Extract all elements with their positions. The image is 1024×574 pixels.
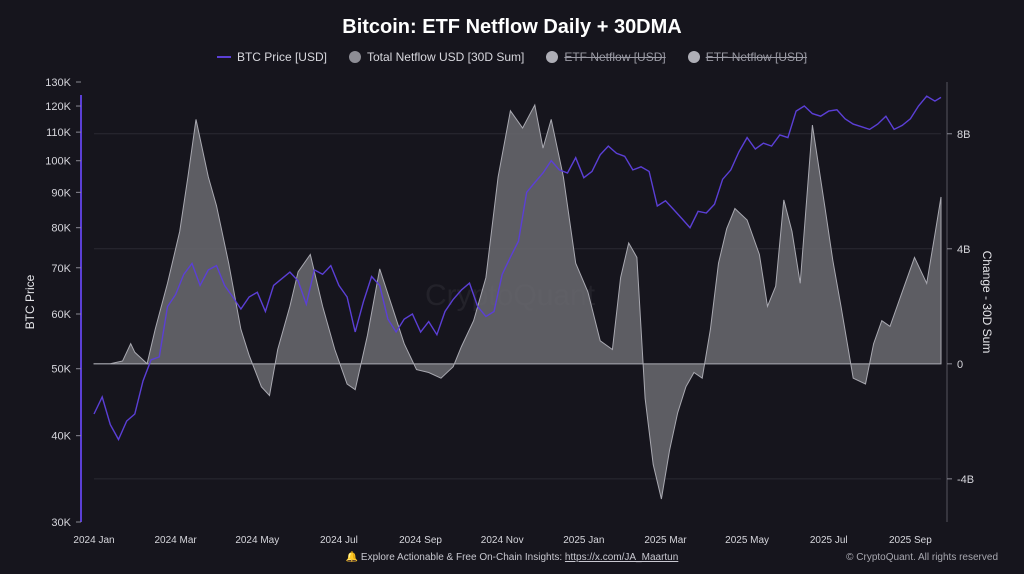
netflow-area-series [93, 103, 942, 500]
right-tick-label: 8B [957, 129, 970, 141]
left-tick-label: 90K [51, 187, 71, 199]
x-tick-label: 2025 Sep [889, 535, 932, 546]
legend: BTC Price [USD] Total Netflow USD [30D S… [0, 50, 1024, 64]
right-axis-title: Change - 30D Sum [980, 251, 994, 354]
legend-label: BTC Price [USD] [236, 50, 327, 64]
right-tick-label: 4B [957, 244, 970, 256]
x-tick-label: 2024 Sep [399, 535, 442, 546]
line-swatch-icon [216, 56, 231, 58]
btc-price-line [93, 95, 942, 442]
left-tick-label: 70K [51, 263, 71, 275]
left-tick-label: 30K [51, 517, 71, 529]
left-tick-label: 60K [51, 309, 71, 321]
chart-title: Bitcoin: ETF Netflow Daily + 30DMA [342, 16, 682, 38]
right-tick-label: 0 [957, 359, 963, 371]
x-tick-label: 2025 Jul [810, 535, 848, 546]
legend-item-etf-netflow-2[interactable]: ETF Netflow [USD] [687, 50, 808, 64]
x-tick-label: 2024 May [235, 535, 279, 546]
left-tick-label: 130K [45, 77, 71, 89]
legend-item-total-netflow[interactable]: Total Netflow USD [30D Sum] [348, 50, 525, 64]
left-tick-label: 120K [45, 101, 71, 113]
circle-swatch-icon [546, 51, 559, 63]
x-tick-label: 2024 Nov [481, 535, 524, 546]
circle-swatch-icon [687, 51, 700, 63]
x-tick-label: 2024 Jul [320, 535, 358, 546]
copyright: © CryptoQuant. All rights reserved [846, 552, 998, 563]
left-tick-label: 80K [51, 223, 71, 235]
circle-swatch-icon [348, 51, 361, 63]
footer-link[interactable]: https://x.com/JA_Maartun [564, 552, 679, 563]
left-tick-label: 50K [51, 364, 71, 376]
left-axis-title: BTC Price [23, 274, 37, 329]
legend-label: Total Netflow USD [30D Sum] [366, 50, 525, 64]
axes: 30K 40K 50K 60K 70K 80K 90K 100K 110K 120K 130K -4B… [23, 77, 994, 546]
right-tick-label: -4B [957, 474, 974, 486]
left-tick-label: 40K [51, 431, 71, 443]
netflow-area [93, 103, 942, 500]
legend-item-btc-price[interactable]: BTC Price [USD] [216, 50, 327, 64]
footer-text: Explore Actionable & Free On-Chain Insig… [360, 552, 563, 563]
x-tick-label: 2025 Jan [563, 535, 604, 546]
x-tick-label: 2024 Jan [73, 535, 114, 546]
legend-label: ETF Netflow [USD] [564, 50, 666, 64]
x-tick-label: 2025 May [725, 535, 769, 546]
legend-item-etf-netflow-1[interactable]: ETF Netflow [USD] [546, 50, 666, 64]
left-tick-label: 110K [46, 127, 72, 139]
btc-price-series [93, 95, 942, 442]
legend-label: ETF Netflow [USD] [705, 50, 808, 64]
bell-icon: 🔔 [345, 552, 359, 563]
left-tick-label: 100K [45, 156, 71, 168]
x-tick-label: 2024 Mar [155, 535, 198, 546]
x-tick-label: 2025 Mar [644, 535, 687, 546]
